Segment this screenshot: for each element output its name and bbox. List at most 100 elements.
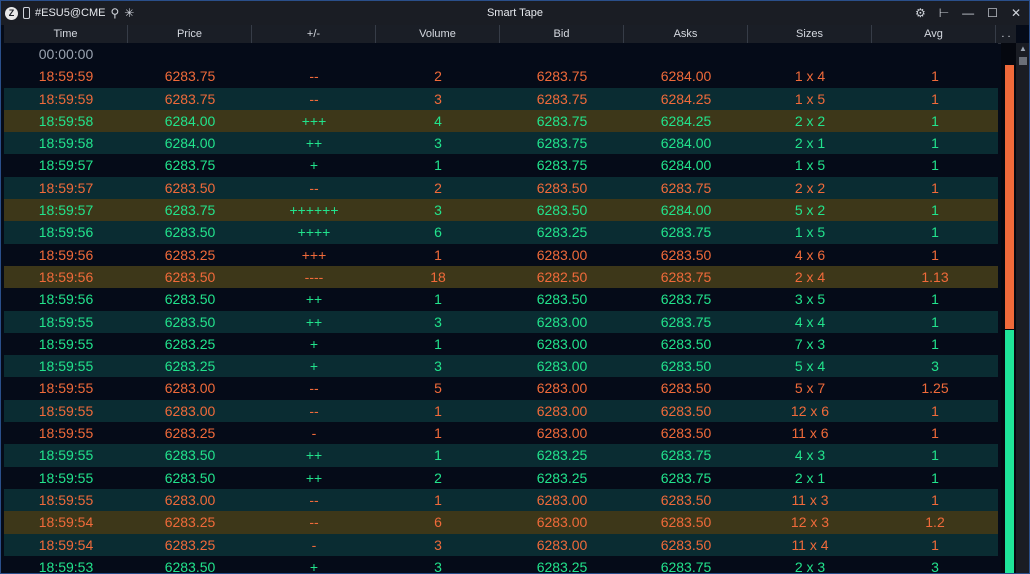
scroll-thumb[interactable]	[1019, 57, 1027, 65]
cell-bid: 6283.50	[536, 202, 588, 219]
col-asks[interactable]: Asks	[624, 25, 748, 43]
table-row[interactable]: 18:59:55 6283.50 ++ 2 6283.25 6283.75 2 x 1 1	[4, 466, 998, 489]
table-row[interactable]: 18:59:54 6283.25 - 3 6283.00 6283.50 11 x 4 1	[4, 533, 998, 556]
table-row[interactable]: 18:59:55 6283.50 ++ 1 6283.25 6283.75 4 x 3 1	[4, 444, 998, 467]
minimize-icon[interactable]: —	[962, 6, 975, 20]
cell-price: 6283.25	[164, 425, 216, 442]
cell-vol: 3	[434, 558, 442, 574]
table-row[interactable]: 18:59:55 6283.25 +1 6283.00 6283.50 7 x 3 1	[4, 332, 998, 356]
cell-pm: ----	[304, 268, 324, 285]
cell-price: 6283.25	[164, 536, 216, 553]
table-row[interactable]: 18:59:53 6283.50 +3 6283.25 6283.75 2 x 3 3	[4, 555, 998, 574]
cell-avg: 1	[931, 447, 939, 464]
maximize-icon[interactable]: ☐	[987, 6, 998, 20]
table-row[interactable]: 18:59:55 6283.00 -- 1 6283.00 6283.50 11 x 3 1	[4, 488, 998, 512]
table-row[interactable]: 18:59:55 6283.00 -- 5 6283.00 6283.50 5 x 7 1.2…	[4, 377, 998, 400]
cell-time: 18:59:55	[38, 469, 94, 486]
gear-icon[interactable]: ⚙	[914, 6, 926, 20]
search-icon[interactable]: ⚲	[110, 6, 120, 20]
cell-time: 18:59:55	[38, 402, 94, 419]
cell-avg: 1.2	[925, 514, 945, 531]
cell-avg: 1	[931, 491, 939, 508]
scroll-up-icon[interactable]: ▲	[1019, 44, 1027, 53]
cell-size: 5 x 7	[794, 380, 826, 397]
asterisk-icon[interactable]: ✳	[124, 6, 135, 20]
cell-vol: 1	[434, 447, 442, 464]
table-row[interactable]: 18:59:55 6283.00 -- 1 6283.00 6283.50 12 x 6 1	[4, 399, 998, 423]
cell-price: 6283.50	[164, 558, 216, 574]
table-row[interactable]: 18:59:55 6283.25 - 1 6283.00 6283.50 11 x 6 1	[4, 422, 998, 445]
col-sizes[interactable]: Sizes	[748, 25, 872, 43]
col-avg[interactable]: Avg	[872, 25, 996, 43]
cell-vol: 3	[434, 313, 442, 330]
col-plus-minus[interactable]: +/-	[252, 25, 376, 43]
cell-ask: 6283.50	[660, 358, 712, 375]
table-row[interactable]: 18:59:55 6283.50 ++ 3 6283.00 6283.75 4 x 4 1	[4, 310, 998, 333]
col-more[interactable]: . .	[1001, 28, 1011, 40]
table-row[interactable]: 18:59:57 6283.75 +1 6283.75 6284.00 1 x 5 1	[4, 154, 998, 177]
table-row[interactable]: 18:59:58 6284.00 ++ 3 6283.75 6284.00 2 x 1 1	[4, 132, 998, 155]
close-icon[interactable]: ✕	[1010, 6, 1021, 20]
cell-avg: 1	[931, 90, 939, 107]
cell-bid: 6283.75	[536, 68, 588, 85]
table-row[interactable]: 18:59:59 6283.75 -- 3 6283.75 6284.25 1 x 5 1	[4, 87, 998, 110]
cell-bid: 6283.00	[536, 536, 588, 553]
cell-pm: -	[311, 425, 317, 442]
cell-price: 6283.25	[164, 246, 216, 263]
table-row[interactable]: 18:59:56 6283.50 ++++ 6 6283.25 6283.75 1 x 5 1	[4, 221, 998, 244]
table-row[interactable]: 18:59:57 6283.75 ++++++ 3 6283.50 6284.00 5 x …	[4, 199, 998, 222]
cell-price: 6283.00	[164, 402, 216, 419]
cell-avg: 1	[931, 313, 939, 330]
symbol-label[interactable]: #ESU5@CME	[35, 7, 106, 19]
cell-avg: 3	[931, 558, 939, 574]
cell-pm: --	[309, 491, 319, 508]
cell-bid: 6283.75	[536, 157, 588, 174]
cell-bid: 6283.25	[536, 469, 588, 486]
cell-bid: 6283.00	[536, 246, 588, 263]
col-bid[interactable]: Bid	[500, 25, 624, 43]
cell-pm: --	[309, 380, 319, 397]
tape-rows[interactable]: 00:00:00 18:59:59 6283.75 -- 2 6283.75 6284.0…	[4, 43, 998, 574]
cell-time: 18:59:56	[38, 291, 94, 308]
cell-time: 18:59:55	[38, 447, 94, 464]
cell-avg: 1	[931, 68, 939, 85]
cell-ask: 6283.50	[660, 402, 712, 419]
pin-icon[interactable]: ⊢	[938, 6, 950, 20]
table-row[interactable]: 18:59:54 6283.25 -- 6 6283.00 6283.50 12 x 3 1.…	[4, 511, 998, 534]
table-row[interactable]: 18:59:56 6283.25 +++ 1 6283.00 6283.50 4 x 6 1	[4, 243, 998, 266]
cell-ask: 6283.50	[660, 514, 712, 531]
cell-time: 18:59:59	[38, 68, 94, 85]
cell-pm: +	[309, 358, 319, 375]
cell-bid: 6283.00	[536, 313, 588, 330]
table-row[interactable]: 18:59:56 6283.50 ---- 18 6282.50 6283.75 2 x 4…	[4, 265, 998, 289]
link-icon[interactable]	[23, 7, 30, 19]
table-row[interactable]: 18:59:59 6283.75 -- 2 6283.75 6284.00 1 x 4 1	[4, 65, 998, 88]
cell-bid: 6283.25	[536, 558, 588, 574]
cell-vol: 6	[434, 224, 442, 241]
table-row[interactable]: 18:59:57 6283.50 -- 2 6283.50 6283.75 2 x 2 1	[4, 176, 998, 200]
col-volume[interactable]: Volume	[376, 25, 500, 43]
col-time[interactable]: Time	[4, 25, 128, 43]
cell-vol: 3	[434, 90, 442, 107]
cell-pm: --	[309, 514, 319, 531]
table-row[interactable]: 18:59:56 6283.50 ++ 1 6283.50 6283.75 3 x 5 1	[4, 288, 998, 311]
app-logo-icon[interactable]: Z	[5, 6, 18, 20]
cell-bid: 6283.00	[536, 358, 588, 375]
cell-size: 1 x 4	[794, 68, 826, 85]
cell-vol: 6	[434, 514, 442, 531]
table-row[interactable]: 18:59:58 6284.00 +++ 4 6283.75 6284.25 2 x 2 1	[4, 109, 998, 133]
cell-bid: 6283.75	[536, 112, 588, 129]
buy-pressure-bar	[1005, 330, 1014, 573]
cell-vol: 1	[434, 291, 442, 308]
table-row[interactable]: 18:59:55 6283.25 +3 6283.00 6283.50 5 x 4 3	[4, 355, 998, 378]
cell-ask: 6283.75	[660, 224, 712, 241]
scrollbar[interactable]	[1016, 43, 1029, 573]
col-price[interactable]: Price	[128, 25, 252, 43]
cell-size: 2 x 2	[794, 112, 826, 129]
cell-size: 12 x 6	[790, 402, 830, 419]
column-header: Time Price +/- Volume Bid Asks Sizes Avg…	[4, 25, 1016, 44]
cell-price: 6283.25	[164, 335, 216, 352]
cell-avg: 1	[931, 135, 939, 152]
cell-bid: 6283.00	[536, 425, 588, 442]
